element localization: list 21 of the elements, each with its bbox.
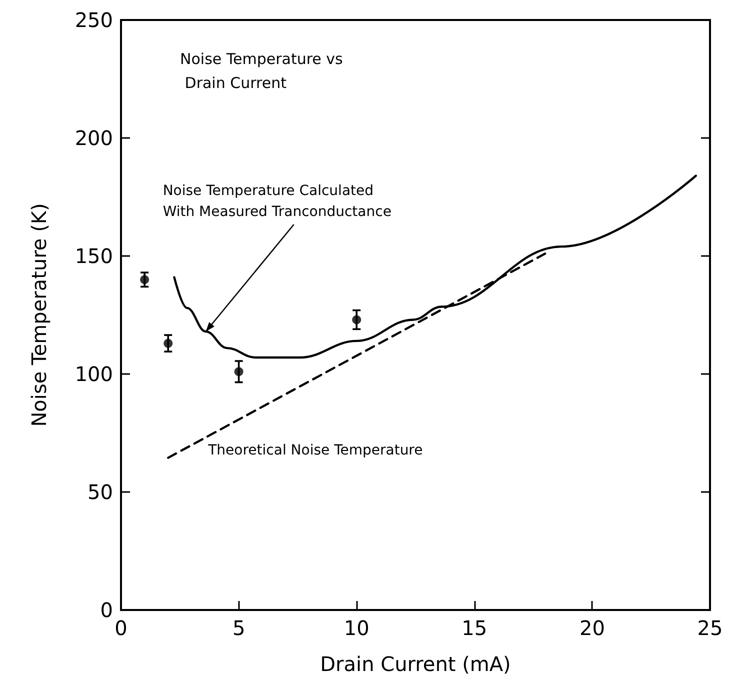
point xyxy=(164,338,173,348)
annotation: Noise Temperature Calculated With Measured Tranconductance xyxy=(162,183,392,220)
point xyxy=(140,275,150,284)
point xyxy=(352,315,362,324)
x-tick-label: 20 xyxy=(579,616,605,640)
x-tick-label: 25 xyxy=(697,616,723,640)
y-tick-label: 150 xyxy=(74,244,113,268)
y-tick-label: 200 xyxy=(74,126,113,150)
x-tick-label: 5 xyxy=(232,616,246,640)
y-tick-label: 250 xyxy=(74,8,113,32)
annotation: Theoretical Noise Temperature xyxy=(207,442,423,458)
y-tick-label: 50 xyxy=(88,480,113,504)
y-tick-label: 0 xyxy=(100,598,113,622)
y-axis-title: Noise Temperature (K) xyxy=(27,203,51,427)
text: Noise Temperature vs Drain Current xyxy=(180,50,344,92)
x-axis-title: Drain Current (mA) xyxy=(320,652,511,676)
y-tick-label: 100 xyxy=(74,362,113,386)
x-tick-label: 10 xyxy=(344,616,370,640)
x-tick-label: 0 xyxy=(114,616,128,640)
point xyxy=(234,367,244,376)
x-tick-label: 15 xyxy=(462,616,488,640)
